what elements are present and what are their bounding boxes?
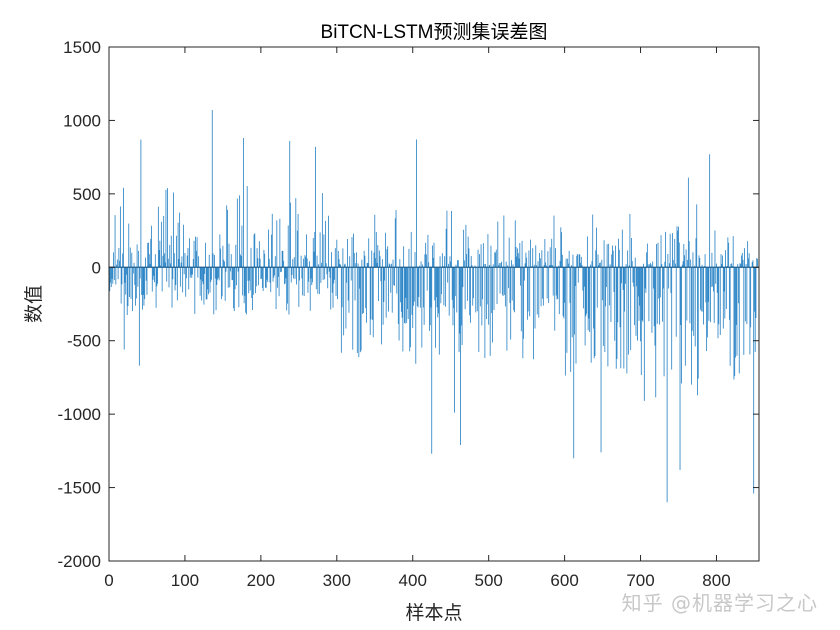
y-tick-label: -2000 <box>58 552 101 571</box>
y-tick-label: -1000 <box>58 405 101 424</box>
x-tick-label: 600 <box>550 571 578 590</box>
x-tick-label: 800 <box>702 571 730 590</box>
x-tick-label: 0 <box>104 571 113 590</box>
y-tick-label: 0 <box>92 258 101 277</box>
y-axis: 1500 1000 500 0 -500 -1000 -1500 -2000 <box>58 38 759 571</box>
y-tick-label: 500 <box>73 185 101 204</box>
x-tick-label: 300 <box>323 571 351 590</box>
x-tick-label: 200 <box>247 571 275 590</box>
plot-area-frame <box>108 46 760 562</box>
x-axis-label: 样本点 <box>405 602 462 624</box>
watermark-text: 知乎 @机器学习之心 <box>621 591 818 615</box>
y-tick-label: -1500 <box>58 479 101 498</box>
y-axis-label: 数值 <box>23 285 45 323</box>
x-tick-label: 100 <box>171 571 199 590</box>
y-tick-label: 1500 <box>63 38 101 57</box>
chart-title: BiTCN-LSTM预测集误差图 <box>321 21 548 43</box>
x-tick-label: 700 <box>626 571 654 590</box>
y-tick-label: -500 <box>67 332 101 351</box>
x-tick-label: 400 <box>399 571 427 590</box>
y-tick-label: 1000 <box>63 111 101 130</box>
x-axis: 0 100 200 300 400 500 600 700 800 <box>104 47 731 590</box>
x-tick-label: 500 <box>474 571 502 590</box>
bars-group <box>109 110 760 503</box>
